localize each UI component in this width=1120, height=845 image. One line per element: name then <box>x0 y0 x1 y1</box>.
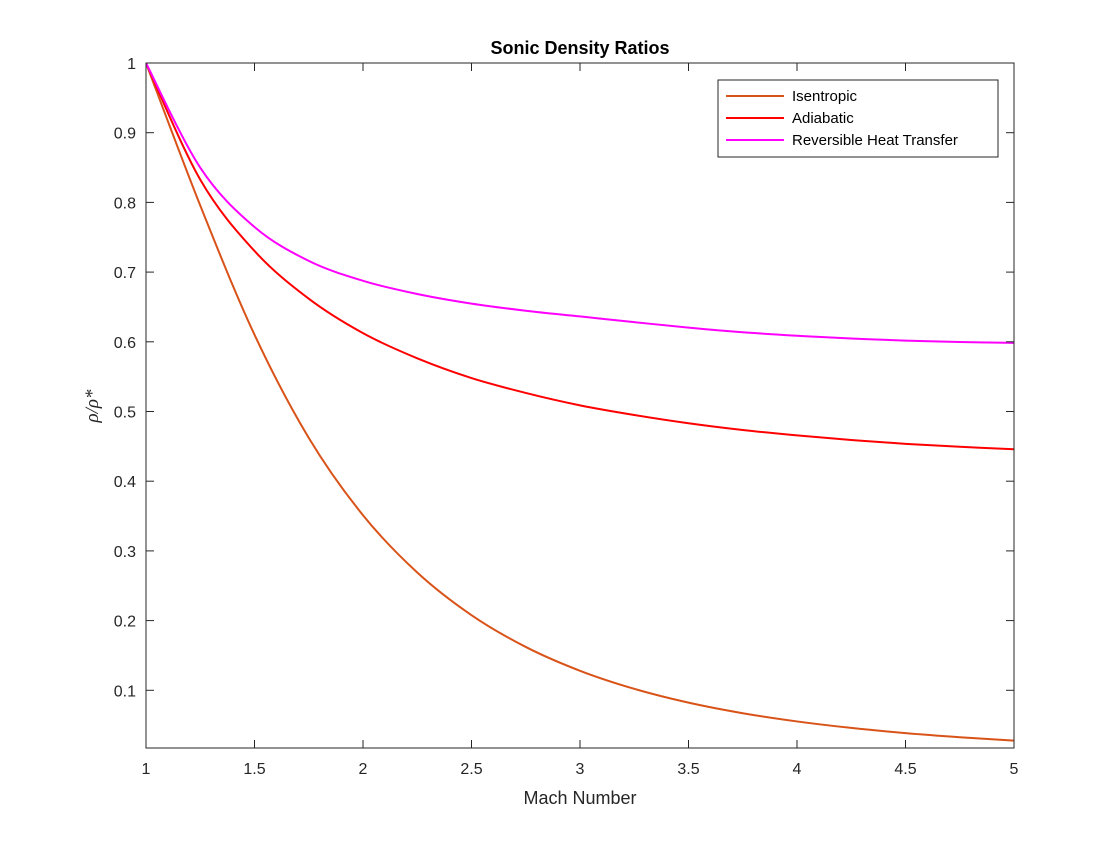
y-tick-label: 0.5 <box>114 404 136 421</box>
y-axis: 0.1 0.2 0.3 0.4 0.5 0.6 0.7 0.8 0.9 1 <box>114 56 1014 700</box>
y-tick-label: 1 <box>127 56 136 73</box>
y-tick-label: 0.1 <box>114 683 136 700</box>
legend-label: Isentropic <box>792 88 858 105</box>
y-tick-label: 0.9 <box>114 126 136 143</box>
y-tick-label: 0.8 <box>114 195 136 212</box>
x-tick-label: 1 <box>142 761 151 778</box>
y-tick-label: 0.6 <box>114 335 136 352</box>
x-axis-label: Mach Number <box>523 788 636 808</box>
legend-label: Adiabatic <box>792 110 854 127</box>
series-layer <box>146 63 1014 742</box>
series-line-reversible-heat-transfer <box>146 63 1014 344</box>
y-tick-label: 0.3 <box>114 544 136 561</box>
series-line-adiabatic <box>146 63 1014 451</box>
x-tick-label: 2 <box>359 761 368 778</box>
x-tick-label: 5 <box>1010 761 1019 778</box>
chart-title: Sonic Density Ratios <box>490 38 669 58</box>
y-tick-label: 0.2 <box>114 614 136 631</box>
x-tick-label: 1.5 <box>243 761 265 778</box>
x-tick-label: 2.5 <box>460 761 482 778</box>
x-tick-label: 3 <box>576 761 585 778</box>
legend: Isentropic Adiabatic Reversible Heat Trans… <box>717 79 999 158</box>
x-tick-label: 3.5 <box>677 761 699 778</box>
legend-label: Reversible Heat Transfer <box>792 132 958 149</box>
x-axis: 1 1.5 2 2.5 3 3.5 4 4.5 5 <box>142 63 1019 778</box>
y-tick-label: 0.7 <box>114 265 136 282</box>
y-axis-label: ρ/ρ* <box>82 389 103 424</box>
series-line-isentropic <box>146 63 1014 742</box>
y-tick-label: 0.4 <box>114 474 136 491</box>
x-tick-label: 4.5 <box>894 761 916 778</box>
x-tick-label: 4 <box>793 761 802 778</box>
